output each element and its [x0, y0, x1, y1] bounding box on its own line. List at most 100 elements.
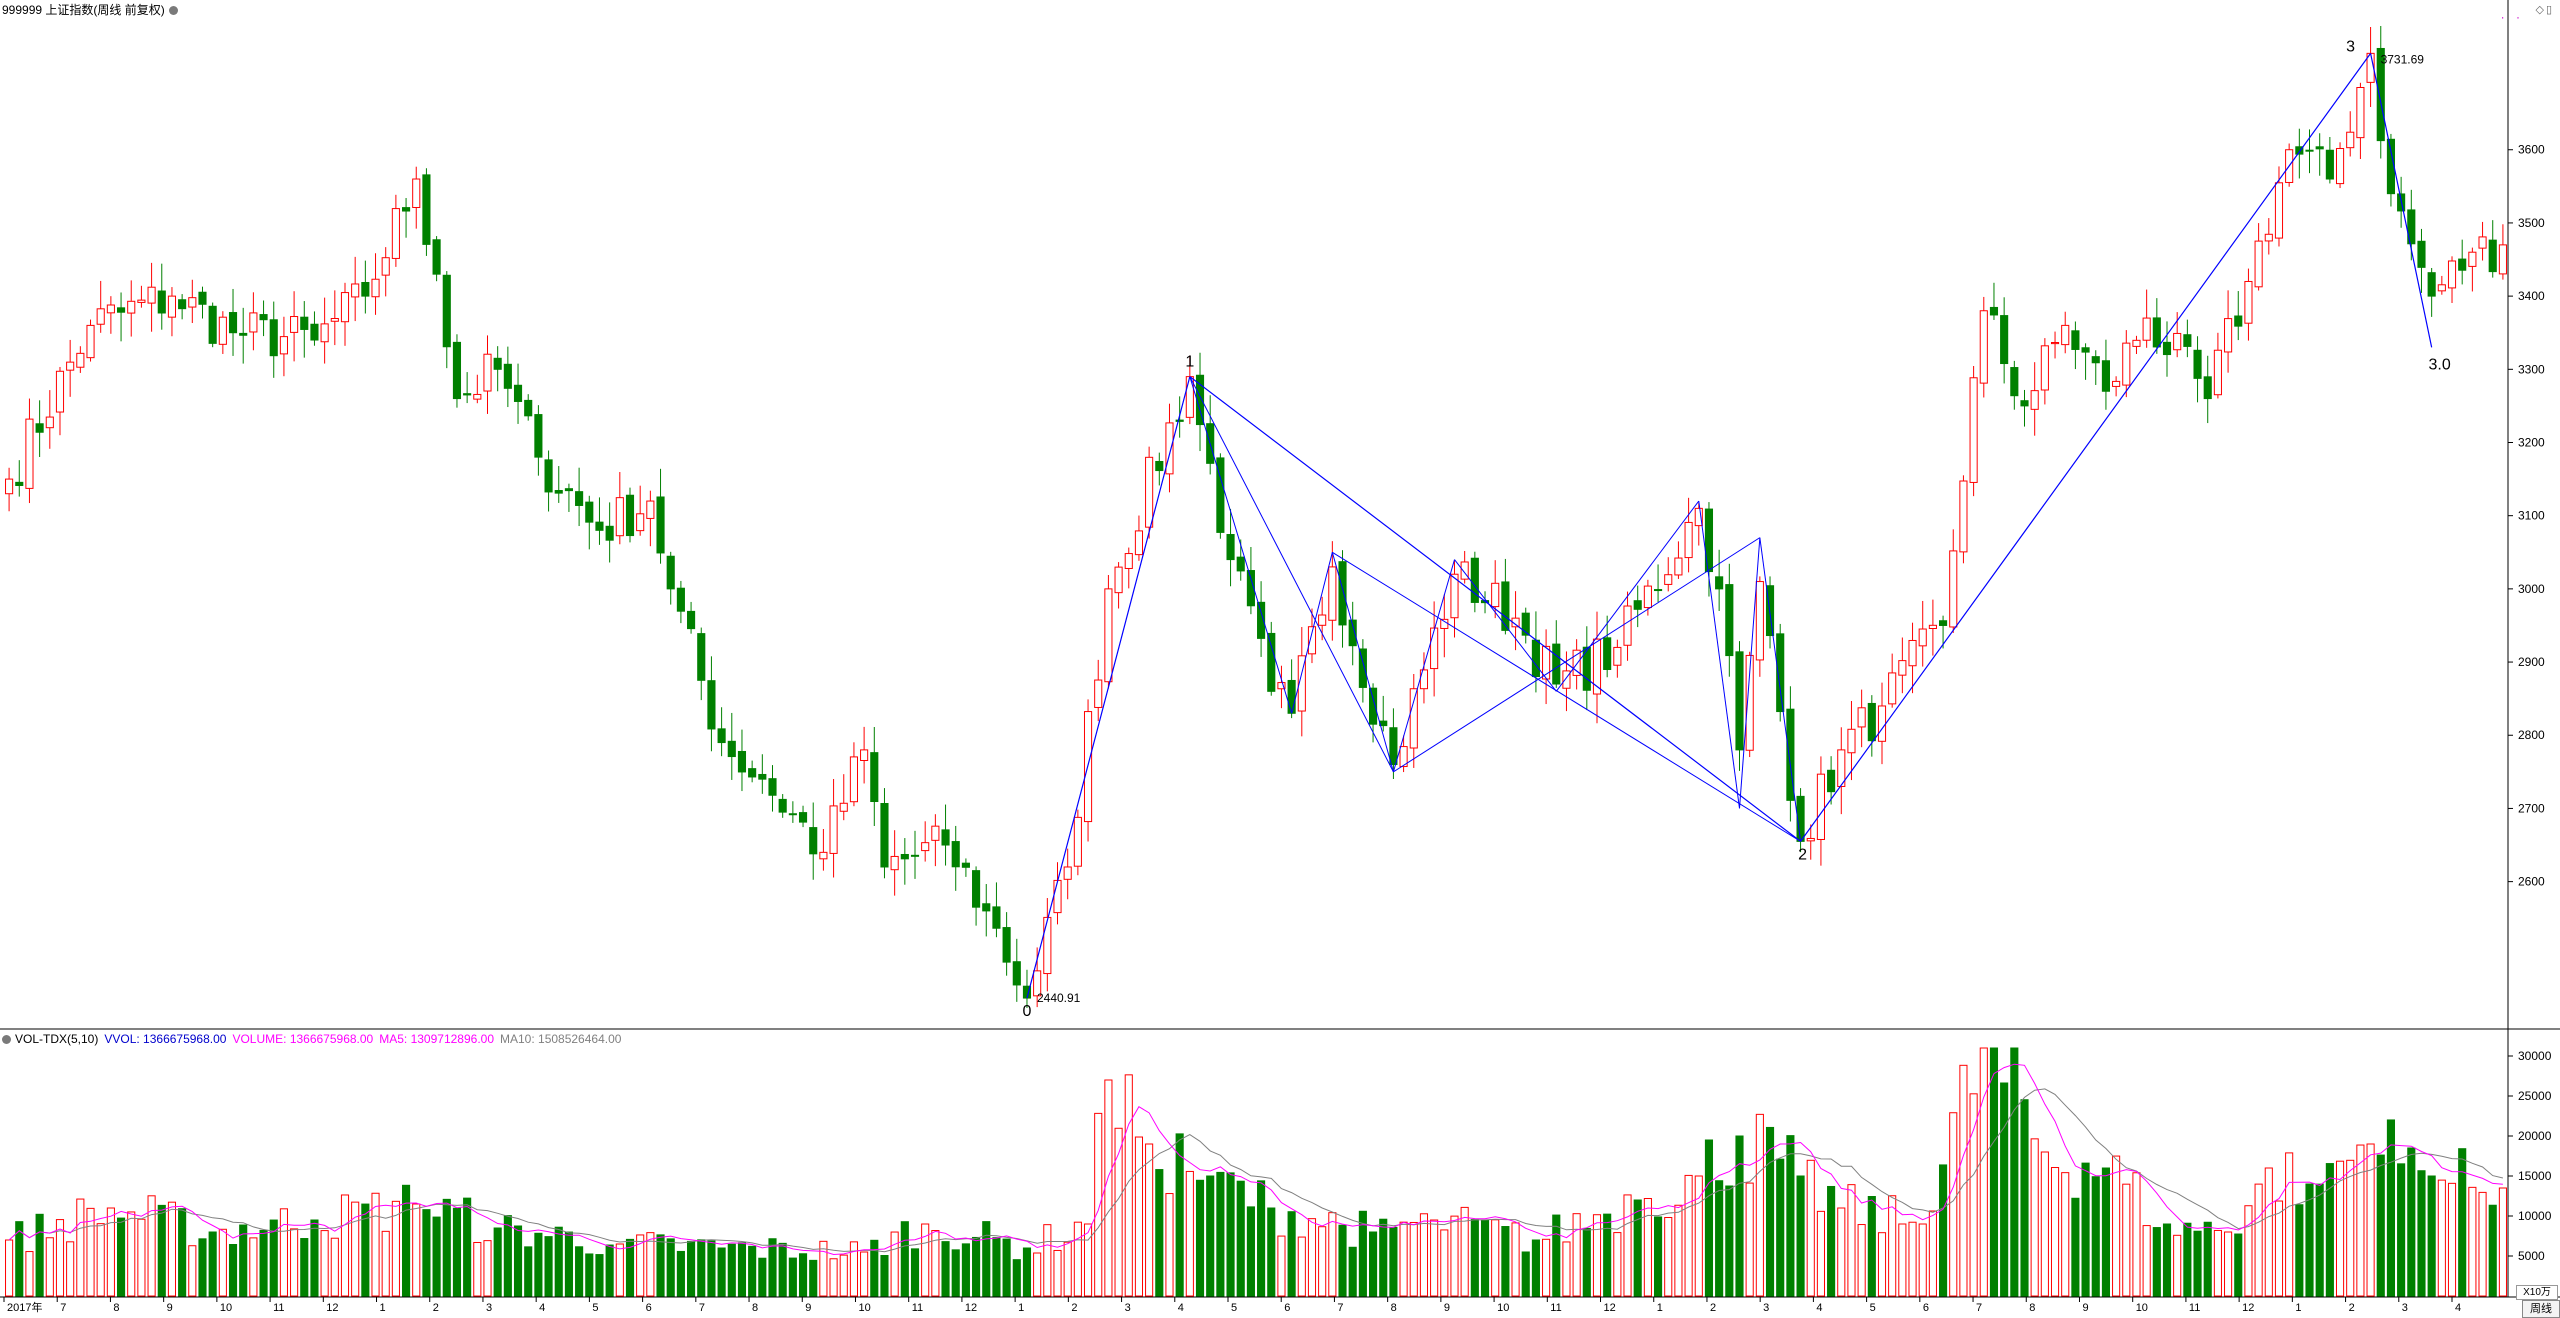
volume-bar: [2183, 1222, 2192, 1297]
volume-bar: [2213, 1229, 2222, 1297]
indicator-settings-icon[interactable]: [2, 1035, 11, 1044]
candle-body: [1246, 570, 1255, 607]
candle-body: [839, 802, 848, 812]
candle-body: [2498, 244, 2507, 275]
candle-body: [249, 312, 258, 333]
volume-bar: [198, 1238, 207, 1297]
volume-bar: [595, 1254, 604, 1297]
candle-body: [1389, 727, 1398, 766]
volume-bar: [819, 1240, 828, 1297]
volume-bar: [717, 1247, 726, 1297]
volume-bar: [1389, 1226, 1398, 1297]
volume-bar: [2193, 1230, 2202, 1297]
candle-body: [2112, 380, 2121, 387]
candle-body: [2447, 260, 2457, 289]
candle-body: [1654, 589, 1663, 592]
volume-bar: [1664, 1217, 1673, 1297]
diamond-icon[interactable]: ◇: [2535, 4, 2546, 16]
volume-bar: [1155, 1169, 1164, 1297]
volume-bar: [1877, 1232, 1887, 1297]
volume-bar: [2488, 1204, 2497, 1297]
candle-body: [1867, 702, 1876, 742]
marker-dots-icon: · ·: [2500, 10, 2524, 24]
candle-body: [788, 813, 797, 816]
time-tick-label: 9: [805, 1302, 811, 1314]
volume-bar: [2112, 1155, 2121, 1297]
candle-body: [1816, 773, 1825, 840]
candle-body: [1277, 682, 1286, 690]
candle-body: [1755, 581, 1764, 661]
candle-body: [1307, 626, 1317, 655]
candle-body: [228, 312, 238, 334]
candle-body: [1267, 632, 1276, 692]
volume-bar: [15, 1221, 24, 1297]
candle-body: [1704, 508, 1714, 573]
wave-line: [1800, 53, 2372, 842]
time-tick-label: 3: [486, 1302, 492, 1314]
settings-dot-icon[interactable]: [168, 6, 178, 15]
volume-bar: [2142, 1225, 2151, 1297]
candle-body: [880, 803, 889, 868]
time-tick-label: 1: [1018, 1302, 1024, 1314]
candle-body: [1969, 377, 1978, 483]
volume-bar: [402, 1184, 411, 1297]
volume-bar: [2050, 1167, 2060, 1297]
volume-bar: [1755, 1113, 1764, 1297]
candle-body: [503, 363, 512, 389]
candle-body: [595, 521, 604, 531]
volume-bar: [66, 1241, 75, 1297]
volume-bar: [697, 1239, 706, 1297]
volume-bar: [1379, 1218, 1388, 1297]
time-tick-label: 3: [1125, 1302, 1131, 1314]
volume-bar: [788, 1257, 797, 1297]
ma5-line: [8, 1063, 2503, 1256]
volume-bar: [727, 1243, 736, 1297]
volume-bar: [2315, 1183, 2324, 1297]
candle-body: [1185, 376, 1194, 418]
candle-body: [2264, 233, 2273, 242]
sub-wave-line: [1331, 552, 1394, 772]
candles-group: [5, 25, 2507, 1008]
volume-bar: [1674, 1204, 1683, 1297]
candle-body: [310, 323, 319, 341]
time-tick-label: 1: [2295, 1302, 2301, 1314]
volume-bar: [2264, 1167, 2273, 1297]
volume-bar: [503, 1215, 512, 1297]
candle-body: [1175, 419, 1184, 422]
volume-bar: [1470, 1219, 1479, 1297]
volume-bar: [76, 1198, 85, 1297]
vol-indicator-name[interactable]: VOL-TDX(5,10): [15, 1032, 99, 1046]
candle-body: [493, 357, 502, 370]
candle-body: [1063, 866, 1072, 880]
volume-bar: [900, 1221, 909, 1297]
sub-wave-line: [1454, 559, 1557, 692]
volume-bar: [2010, 1047, 2019, 1297]
volume-bar: [1409, 1221, 1418, 1297]
volume-bar: [2478, 1191, 2487, 1297]
volume-bar: [2081, 1162, 2090, 1297]
time-tick-label: 5: [1870, 1302, 1876, 1314]
time-tick-label: 4: [539, 1302, 545, 1314]
time-tick-label: 5: [1231, 1302, 1237, 1314]
candle-body: [798, 812, 808, 823]
restore-icon[interactable]: ▯: [2545, 4, 2554, 16]
candle-body: [402, 207, 411, 212]
candle-body: [1908, 639, 1917, 667]
volume-bar: [1949, 1112, 1958, 1297]
candle-body: [585, 501, 594, 523]
candle-body: [320, 323, 329, 343]
candle-body: [1430, 627, 1439, 670]
period-button[interactable]: 周线: [2522, 1300, 2560, 1318]
candle-body: [2244, 280, 2253, 324]
candle-body: [575, 491, 584, 506]
window-controls[interactable]: ◇▯: [2535, 3, 2554, 16]
candle-body: [1877, 705, 1887, 742]
volume-bar: [300, 1238, 309, 1297]
volume-bar: [106, 1207, 115, 1297]
wave-label: 0: [1023, 1003, 1032, 1020]
volume-bar: [290, 1228, 299, 1297]
candle-body: [96, 308, 105, 325]
volume-bar: [1684, 1174, 1693, 1297]
volume-bar: [1419, 1213, 1429, 1297]
